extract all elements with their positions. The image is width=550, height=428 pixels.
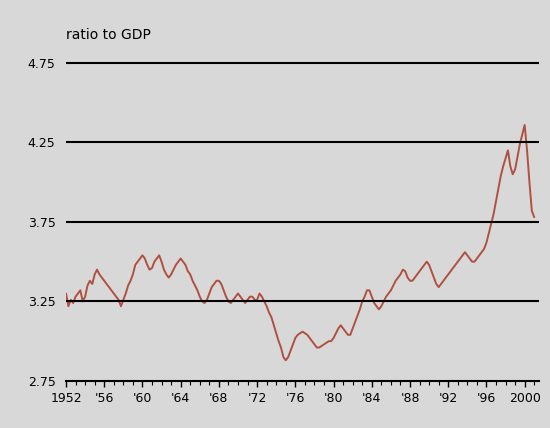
Text: ratio to GDP: ratio to GDP xyxy=(66,28,151,42)
